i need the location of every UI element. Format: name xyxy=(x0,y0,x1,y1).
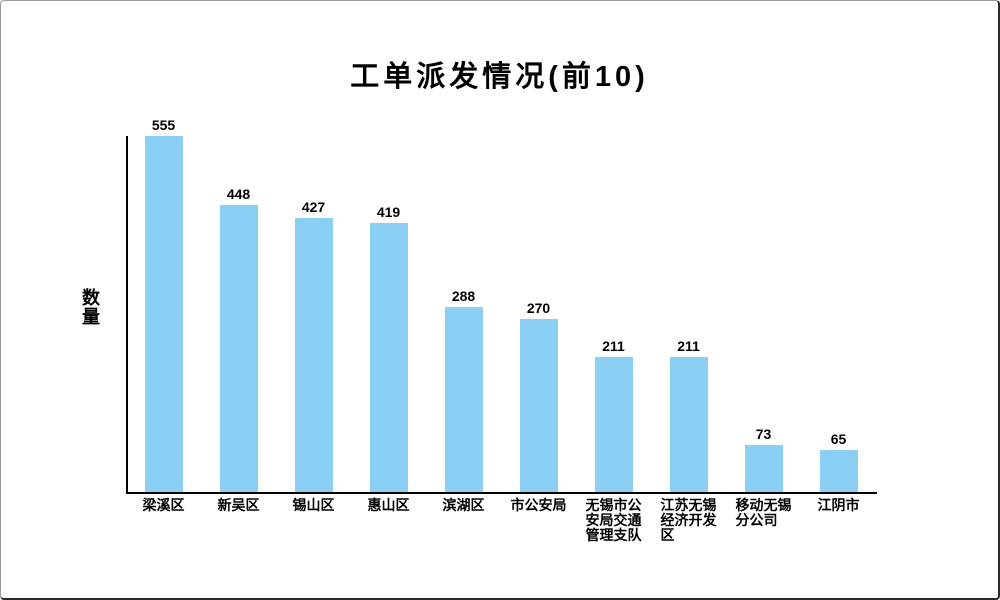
bar-0 xyxy=(144,136,183,492)
bar-4 xyxy=(444,307,483,492)
x-axis-line xyxy=(126,492,877,494)
category-label-1: 新吴区 xyxy=(217,497,260,513)
category-label-8: 移动无锡 分公司 xyxy=(735,497,792,528)
bar-value-label-8: 73 xyxy=(755,426,772,442)
category-label-9: 江阴市 xyxy=(817,497,860,513)
category-label-2: 锡山区 xyxy=(292,497,335,513)
category-label-3: 惠山区 xyxy=(367,497,410,513)
chart-title: 工单派发情况(前10) xyxy=(350,61,649,93)
bar-value-label-4: 288 xyxy=(451,288,476,304)
bar-value-label-3: 419 xyxy=(376,204,401,220)
bar-value-label-1: 448 xyxy=(226,186,251,202)
bar-3 xyxy=(369,223,408,492)
bar-value-label-7: 211 xyxy=(677,338,700,354)
y-axis-title: 数量 xyxy=(80,288,100,326)
bar-value-label-5: 270 xyxy=(526,300,551,316)
category-label-7: 江苏无锡 经济开发 区 xyxy=(660,497,717,543)
category-label-4: 滨湖区 xyxy=(442,497,485,513)
bar-8 xyxy=(744,445,783,492)
y-axis-line xyxy=(126,136,128,494)
bar-value-label-0: 555 xyxy=(151,117,176,133)
bar-2 xyxy=(294,218,333,492)
bar-9 xyxy=(819,450,858,492)
bar-value-label-9: 65 xyxy=(830,431,847,447)
bar-1 xyxy=(219,205,258,492)
bar-5 xyxy=(519,319,558,492)
bar-value-label-2: 427 xyxy=(301,199,326,215)
bar-6 xyxy=(594,357,633,492)
bar-value-label-6: 211 xyxy=(602,338,625,354)
category-label-5: 市公安局 xyxy=(510,497,567,513)
category-label-6: 无锡市公 安局交通 管理支队 xyxy=(585,497,642,543)
bar-7 xyxy=(669,357,708,492)
category-label-0: 梁溪区 xyxy=(142,497,185,513)
